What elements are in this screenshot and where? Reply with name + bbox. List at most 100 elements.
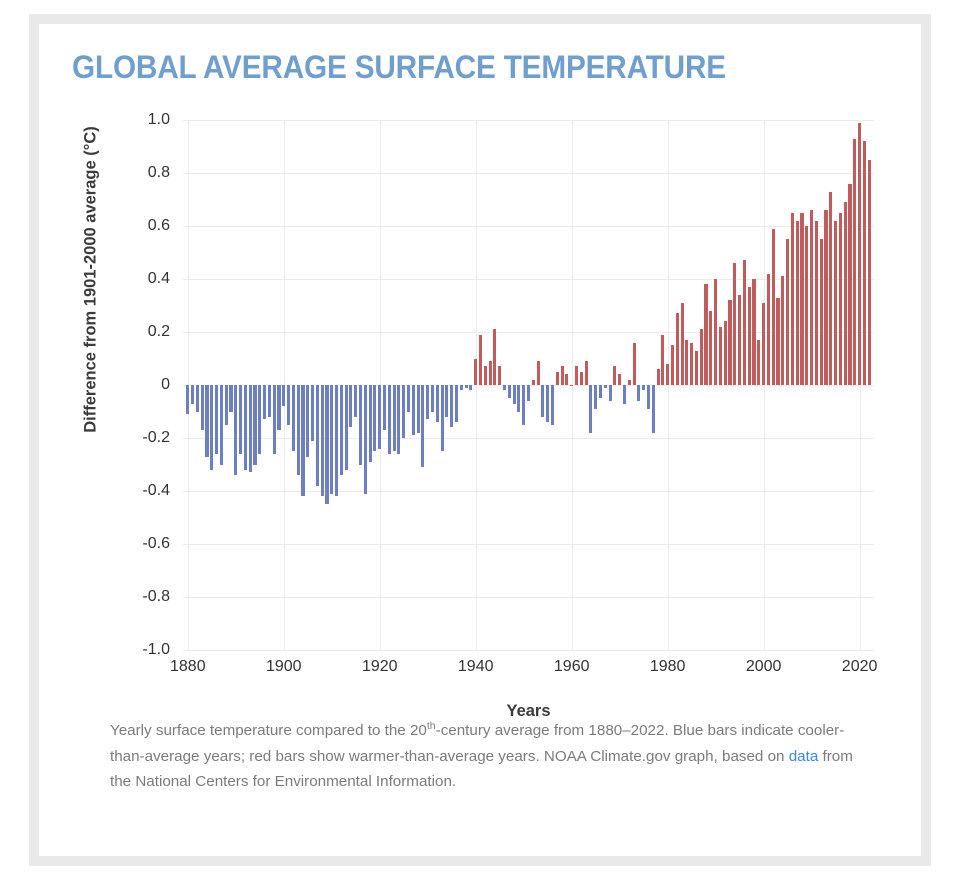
x-tick-label: 1900	[265, 658, 302, 675]
bar	[411, 385, 415, 436]
caption-part-1: Yearly surface temperature compared to t…	[110, 722, 427, 740]
bar	[829, 191, 833, 385]
bar	[224, 385, 228, 425]
bar	[493, 329, 497, 385]
bar	[325, 385, 329, 505]
bar	[843, 202, 847, 385]
page-title: GLOBAL AVERAGE SURFACE TEMPERATURE	[72, 49, 726, 85]
bar	[488, 361, 492, 385]
bar	[632, 342, 636, 385]
bar	[795, 220, 799, 385]
bar	[666, 363, 670, 385]
bar	[478, 334, 483, 385]
bar	[805, 226, 809, 385]
gridline	[183, 438, 874, 439]
bar	[598, 385, 603, 399]
bar	[742, 260, 746, 385]
bar	[853, 138, 857, 385]
gridline	[183, 279, 874, 280]
bar	[747, 286, 751, 385]
data-link[interactable]: data	[788, 747, 819, 765]
bar	[301, 385, 305, 497]
bar	[450, 385, 454, 428]
gridline	[183, 597, 874, 598]
gridline	[183, 332, 874, 333]
bar	[406, 385, 411, 412]
bar	[834, 220, 838, 385]
bar	[358, 385, 363, 465]
bar	[239, 385, 243, 454]
bar	[714, 279, 718, 385]
bar	[498, 366, 502, 385]
bar	[512, 385, 516, 404]
bar	[392, 385, 396, 452]
bar	[522, 385, 526, 425]
vertical-gridline	[859, 120, 861, 650]
bar	[574, 366, 579, 385]
x-tick-label: 2020	[841, 658, 878, 675]
bar	[646, 385, 650, 409]
bar	[541, 385, 545, 417]
bar	[565, 374, 569, 385]
bar	[555, 371, 559, 385]
bar	[344, 385, 348, 470]
bar	[397, 385, 401, 454]
bar	[186, 385, 190, 415]
bar	[867, 159, 871, 385]
bar	[464, 385, 468, 388]
bar	[258, 385, 262, 454]
bar	[858, 122, 862, 385]
bar	[287, 385, 291, 425]
bar	[531, 379, 535, 385]
bar	[416, 385, 420, 433]
bar	[651, 385, 655, 433]
bar	[243, 385, 247, 470]
bar	[526, 385, 531, 401]
bar	[517, 385, 521, 412]
bar	[690, 342, 694, 385]
bar	[733, 263, 737, 385]
vertical-gridline	[667, 120, 669, 650]
y-tick-label: -1.0	[142, 641, 170, 658]
bar	[594, 385, 598, 409]
bar	[810, 210, 814, 385]
gridline	[183, 650, 874, 651]
x-tick-label: 1940	[457, 658, 494, 675]
bar	[296, 385, 300, 476]
bar	[776, 297, 780, 385]
bar	[430, 385, 435, 412]
y-tick-label: 0.6	[147, 217, 170, 234]
y-tick-label: 0.8	[147, 164, 170, 181]
bar	[762, 302, 766, 385]
bar	[824, 210, 828, 385]
bar	[771, 228, 775, 385]
bar	[752, 279, 756, 385]
bar	[272, 385, 276, 454]
bar	[469, 385, 473, 391]
y-tick-label: -0.2	[142, 429, 170, 446]
gridline	[183, 120, 874, 121]
bar	[421, 385, 425, 468]
x-tick-label: 1980	[649, 658, 686, 675]
bar	[210, 385, 214, 470]
bar	[291, 385, 295, 452]
bar	[627, 379, 631, 385]
bar	[603, 385, 607, 388]
bar	[757, 339, 761, 385]
bar	[483, 366, 487, 385]
bar	[704, 284, 708, 385]
bar	[608, 385, 612, 401]
x-tick-label: 1880	[170, 658, 206, 675]
bar	[536, 361, 540, 385]
bar	[661, 334, 665, 385]
bar	[675, 313, 679, 385]
caption-part-3: from the National Centers for Environmen…	[110, 747, 853, 791]
bar	[800, 212, 804, 385]
y-tick-label: -0.4	[142, 482, 170, 499]
bar	[459, 385, 463, 391]
y-tick-label: 0.2	[147, 323, 170, 340]
bar	[219, 385, 223, 465]
bar	[766, 273, 770, 385]
bar	[694, 350, 698, 385]
bar	[613, 366, 617, 385]
